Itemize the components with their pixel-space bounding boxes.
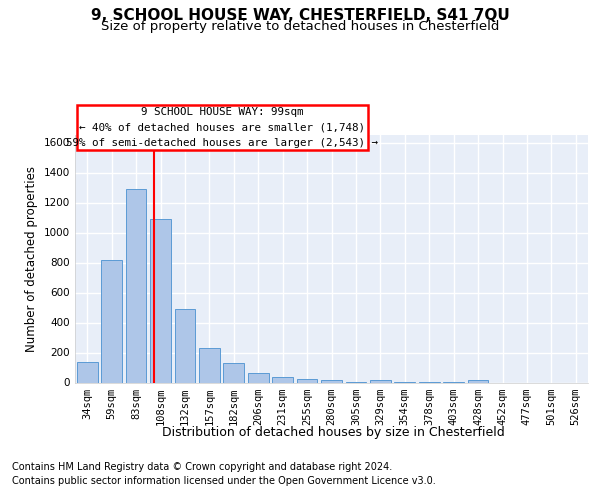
- Text: Contains HM Land Registry data © Crown copyright and database right 2024.: Contains HM Land Registry data © Crown c…: [12, 462, 392, 472]
- Bar: [199, 348, 220, 382]
- Bar: [223, 363, 244, 382]
- Text: 59% of semi-detached houses are larger (2,543) →: 59% of semi-detached houses are larger (…: [67, 138, 379, 148]
- Text: Contains public sector information licensed under the Open Government Licence v3: Contains public sector information licen…: [12, 476, 436, 486]
- Bar: [125, 189, 146, 382]
- Text: Size of property relative to detached houses in Chesterfield: Size of property relative to detached ho…: [101, 20, 499, 33]
- Bar: [77, 362, 98, 382]
- Bar: [296, 379, 317, 382]
- Text: ← 40% of detached houses are smaller (1,748): ← 40% of detached houses are smaller (1,…: [79, 122, 365, 132]
- Text: 9, SCHOOL HOUSE WAY, CHESTERFIELD, S41 7QU: 9, SCHOOL HOUSE WAY, CHESTERFIELD, S41 7…: [91, 8, 509, 22]
- Bar: [248, 373, 269, 382]
- Bar: [467, 380, 488, 382]
- Bar: [150, 219, 171, 382]
- Text: Distribution of detached houses by size in Chesterfield: Distribution of detached houses by size …: [161, 426, 505, 439]
- Bar: [175, 309, 196, 382]
- Bar: [321, 380, 342, 382]
- Text: 9 SCHOOL HOUSE WAY: 99sqm: 9 SCHOOL HOUSE WAY: 99sqm: [141, 107, 304, 117]
- Bar: [272, 377, 293, 382]
- Y-axis label: Number of detached properties: Number of detached properties: [25, 166, 38, 352]
- Bar: [101, 260, 122, 382]
- Bar: [370, 380, 391, 382]
